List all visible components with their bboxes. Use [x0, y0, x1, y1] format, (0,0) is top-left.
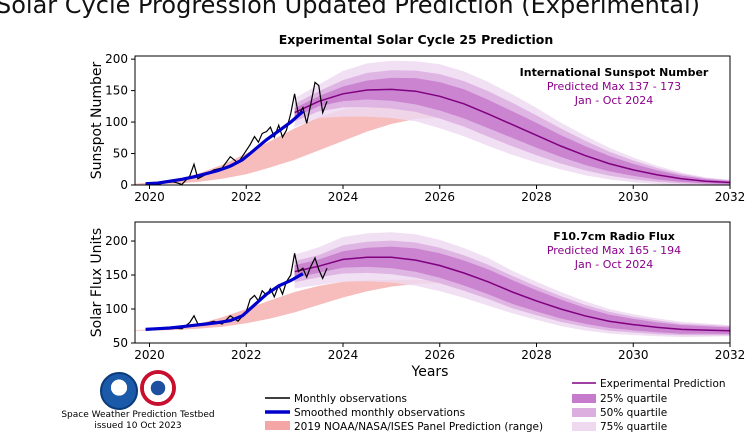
- legend-swatch-q25: [572, 394, 596, 403]
- y-axis-label: Sunspot Number: [89, 61, 105, 179]
- legend-smoothed: Smoothed monthly observations: [294, 407, 465, 419]
- radio-flux-panel: 2020 2022 2024 2026 2028 2030 2032 50 100 150 200S…: [89, 221, 746, 362]
- legend-experimental: Experimental Prediction: [600, 378, 726, 390]
- plot-frame: [134, 55, 731, 186]
- x-tick-label: 2020: [134, 348, 165, 362]
- y-tick-label: 50: [113, 147, 128, 161]
- x-tick-label: 2020: [134, 190, 165, 204]
- smoothed-observations-line: [145, 110, 304, 185]
- quartile-25-band: [294, 77, 730, 184]
- x-tick-label: 2028: [521, 348, 552, 362]
- annotation-max-date: Jan - Oct 2024: [574, 94, 653, 107]
- plot-area: [135, 60, 730, 185]
- x-tick-label: 2024: [328, 348, 359, 362]
- experimental-prediction-line: [294, 88, 730, 184]
- sunspot-panel: 2020 2022 2024 2026 2028 2030 2032 0 50 100 150 200…: [89, 52, 745, 204]
- y-tick-label: 100: [105, 115, 128, 129]
- x-tick-label: 2030: [618, 190, 649, 204]
- noaa-logo: [100, 372, 138, 410]
- legend-swatch-q75: [572, 422, 596, 431]
- chart-title: Experimental Solar Cycle 25 Prediction: [279, 32, 554, 47]
- footer-line1: Space Weather Prediction Testbed: [61, 410, 215, 420]
- plot-frame: [134, 221, 731, 344]
- legend-q25: 25% quartile: [600, 393, 667, 405]
- x-tick-label: 2030: [618, 348, 649, 362]
- y-tick-label: 150: [105, 268, 128, 282]
- x-tick-label: 2022: [231, 190, 262, 204]
- experimental-prediction-line: [294, 256, 730, 332]
- legend-q75: 75% quartile: [600, 421, 667, 433]
- legend-swatch-panel: [265, 421, 290, 430]
- legend-panel: 2019 NOAA/NASA/ISES Panel Prediction (ra…: [294, 421, 543, 433]
- smoothed-observations-line: [145, 272, 304, 331]
- annotation-max-date: Jan - Oct 2024: [574, 258, 653, 271]
- x-tick-label: 2022: [231, 348, 262, 362]
- y-tick-label: 200: [105, 52, 128, 66]
- page-title: Solar Cycle Progression Updated Predicti…: [0, 0, 701, 19]
- x-tick-label: 2024: [328, 190, 359, 204]
- x-tick-label: 2032: [715, 348, 746, 362]
- annotation-predicted-max: Predicted Max 137 - 173: [547, 80, 681, 93]
- annotation-title: International Sunspot Number: [520, 66, 709, 79]
- x-axis-label: Years: [411, 364, 449, 380]
- y-tick-label: 150: [105, 84, 128, 98]
- legend-right: Experimental Prediction 25% quartile 50%…: [572, 378, 726, 433]
- quartile-25-band: [294, 246, 730, 334]
- footer-credit: Space Weather Prediction Testbed issued …: [58, 410, 218, 432]
- x-tick-label: 2026: [424, 348, 455, 362]
- legend-q50: 50% quartile: [600, 407, 667, 419]
- plot-area: [135, 232, 730, 337]
- y-tick-label: 100: [105, 302, 128, 316]
- y-axis-label: Solar Flux Units: [89, 228, 105, 337]
- annotation-title: F10.7cm Radio Flux: [553, 230, 675, 243]
- y-tick-label: 0: [120, 178, 128, 192]
- footer-line2: issued 10 Oct 2023: [94, 421, 182, 431]
- legend-monthly: Monthly observations: [294, 393, 407, 405]
- x-tick-label: 2026: [424, 190, 455, 204]
- x-tick-label: 2032: [715, 190, 746, 204]
- x-tick-label: 2028: [521, 190, 552, 204]
- y-tick-label: 50: [113, 336, 128, 350]
- nws-logo: [140, 370, 176, 406]
- y-tick-label: 200: [105, 234, 128, 248]
- legend-left: Monthly observations Smoothed monthly ob…: [265, 393, 543, 433]
- legend-swatch-q50: [572, 408, 596, 417]
- annotation-predicted-max: Predicted Max 165 - 194: [547, 244, 681, 257]
